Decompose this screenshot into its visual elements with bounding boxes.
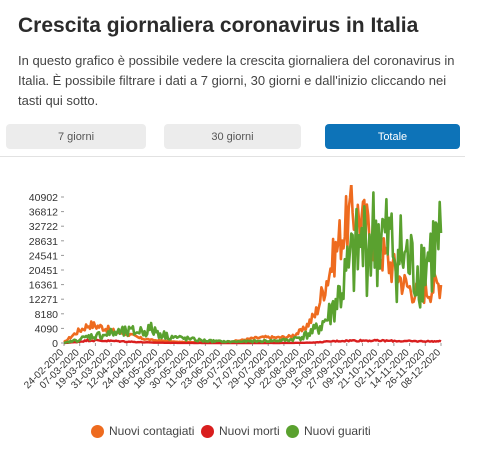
y-tick-label: 0: [52, 338, 58, 350]
y-tick-label: 12271: [29, 294, 58, 306]
legend-label-contagiati: Nuovi contagiati: [109, 424, 195, 438]
y-tick-label: 20451: [29, 265, 58, 277]
tab-7-giorni[interactable]: 7 giorni: [6, 124, 146, 149]
legend-item-contagiati[interactable]: Nuovi contagiati: [91, 424, 194, 438]
tab-30-giorni[interactable]: 30 giorni: [164, 124, 301, 149]
y-tick-label: 24541: [29, 250, 58, 262]
y-tick-label: 8180: [35, 309, 59, 321]
y-tick-label: 16361: [29, 280, 58, 292]
legend-dot-guariti: [286, 424, 299, 438]
series-line-contagiati: [63, 185, 443, 344]
chart-legend: Nuovi contagiati Nuovi morti Nuovi guari…: [0, 424, 482, 444]
daily-growth-chart: 0 4090 8180 12271 16361 20451 24541 28631 32722 3…: [22, 185, 443, 391]
y-tick-label: 40902: [29, 192, 58, 204]
filter-tabs: 7 giorni 30 giorni Totale: [0, 118, 465, 158]
tab-totale[interactable]: Totale: [325, 124, 460, 149]
page-title: Crescita giornaliera coronavirus in Ital…: [18, 14, 419, 37]
legend-dot-contagiati: [91, 424, 104, 438]
tabs-divider: [0, 156, 465, 157]
legend-label-morti: Nuovi morti: [219, 424, 280, 438]
legend-label-guariti: Nuovi guariti: [304, 424, 371, 438]
y-tick-label: 28631: [29, 236, 58, 248]
y-tick-label: 4090: [35, 323, 59, 335]
legend-item-guariti[interactable]: Nuovi guariti: [286, 424, 371, 438]
page-description: In questo grafico è possibile vedere la …: [18, 53, 455, 108]
y-tick-label: 32722: [29, 221, 58, 233]
legend-dot-morti: [201, 424, 214, 438]
y-tick-label: 36812: [29, 207, 58, 219]
series-line-guariti: [63, 191, 443, 345]
legend-item-morti[interactable]: Nuovi morti: [201, 424, 280, 438]
